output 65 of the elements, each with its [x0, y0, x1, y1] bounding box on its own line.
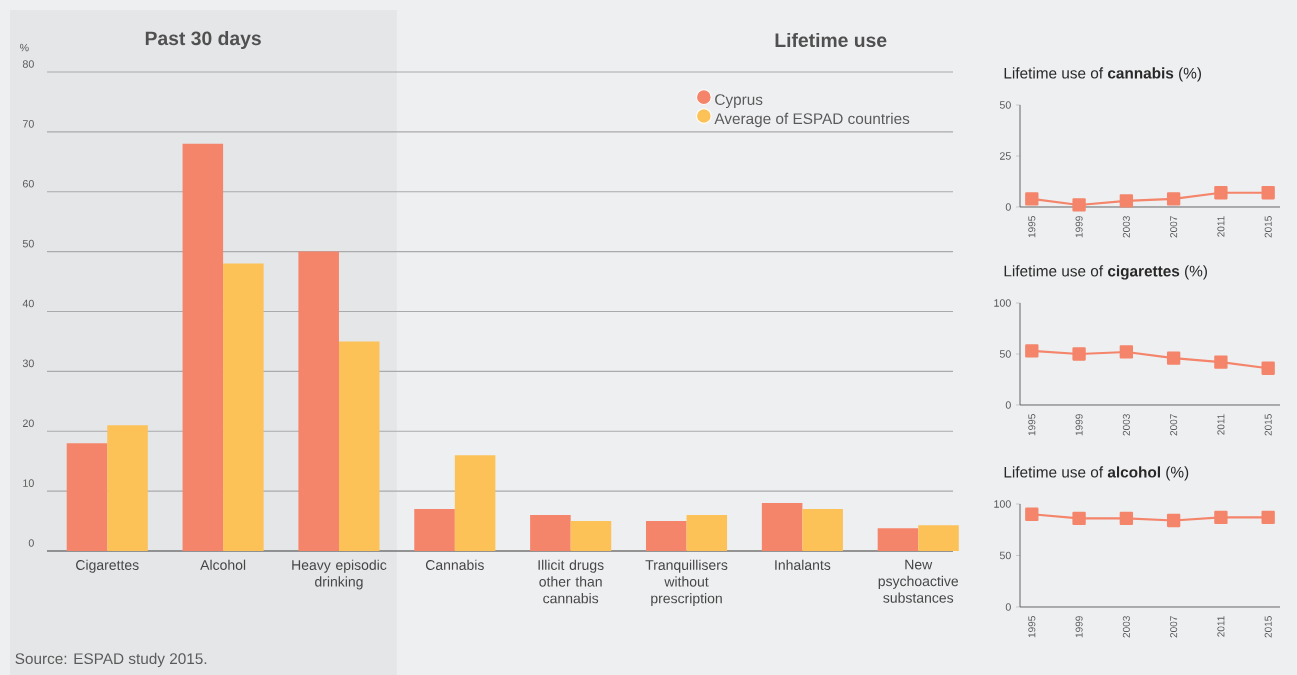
x-tick-label: Illicit drugs other than cannabis: [538, 559, 604, 604]
band-label: Past 30 days: [145, 30, 261, 50]
y-tick-label: 0: [28, 539, 34, 547]
x-tick-label: 1999: [1075, 216, 1083, 238]
chart-title: Lifetime use of cigarettes (%): [1004, 265, 1207, 280]
x-tick-label: 1995: [1028, 414, 1036, 436]
point: [1072, 198, 1086, 212]
point: [1072, 347, 1086, 361]
y-tick-label: 100: [994, 500, 1011, 508]
point: [1025, 344, 1039, 358]
x-tick-label: Alcohol: [200, 559, 246, 570]
x-tick-label: 2011: [1217, 216, 1225, 237]
x-tick-label: 2007: [1170, 216, 1178, 238]
y-tick-label: 0: [1005, 203, 1011, 211]
point: [1214, 186, 1228, 200]
x-tick-label: 1995: [1028, 616, 1036, 638]
x-tick-label: 2011: [1217, 414, 1225, 435]
x-tick-label: Heavy episodic drinking: [292, 559, 387, 590]
point: [1119, 194, 1134, 208]
y-tick-label: 25: [999, 152, 1011, 160]
y-tick-label: 50: [999, 551, 1011, 560]
point: [1214, 355, 1228, 369]
y-tick-label: 70: [22, 120, 34, 128]
y-tick-label: 20: [22, 419, 34, 428]
point: [1166, 192, 1181, 206]
x-tick-label: 2003: [1122, 216, 1130, 238]
x-tick-label: 1995: [1028, 216, 1036, 238]
x-tick-label: 2003: [1122, 616, 1130, 638]
y-tick-label: 40: [22, 299, 34, 308]
x-tick-label: Cigarettes: [76, 559, 139, 573]
legend-label: Cyprus: [715, 94, 763, 109]
legend-label: Average of ESPAD countries: [714, 112, 910, 128]
x-tick-label: New psychoactive substances: [878, 559, 959, 603]
y-tick-label: 30: [22, 359, 34, 368]
x-tick-label: 2007: [1170, 616, 1178, 638]
point: [1261, 186, 1275, 200]
y-tick-label: 50: [22, 239, 34, 248]
y-tick-label: 80: [22, 60, 34, 68]
chart-title: Lifetime use of cannabis (%): [1004, 67, 1201, 82]
x-tick-label: 1999: [1075, 414, 1083, 436]
y-tick-label: 100: [994, 299, 1011, 307]
y-tick-label: 60: [22, 179, 34, 188]
x-tick-label: Tranquillisers without prescription: [645, 559, 728, 607]
x-tick-label: Cannabis: [425, 559, 484, 570]
x-tick-label: 1999: [1075, 616, 1083, 638]
y-tick-label: 0: [1005, 401, 1011, 409]
y-tick-label: 50: [999, 101, 1011, 109]
x-tick-label: 2015: [1264, 616, 1272, 638]
point: [1166, 351, 1181, 365]
y-tick-label: 10: [23, 479, 34, 487]
x-tick-label: 2015: [1264, 216, 1272, 238]
y-axis-title: %: [19, 43, 29, 52]
chart-title: Lifetime use of alcohol (%): [1004, 466, 1189, 481]
x-tick-label: Inhalants: [775, 559, 831, 570]
y-tick-label: 50: [999, 350, 1011, 358]
x-tick-label: 2015: [1264, 414, 1272, 436]
source-note: Source: ESPAD study 2015.: [15, 652, 207, 668]
y-tick-label: 0: [1005, 603, 1011, 611]
point: [1261, 361, 1275, 375]
point: [1119, 345, 1134, 359]
x-tick-label: 2007: [1170, 414, 1178, 436]
point: [1025, 192, 1039, 206]
x-tick-label: 2003: [1122, 414, 1130, 436]
x-tick-label: 2011: [1217, 616, 1225, 637]
text: Lifetime use: [775, 32, 887, 48]
